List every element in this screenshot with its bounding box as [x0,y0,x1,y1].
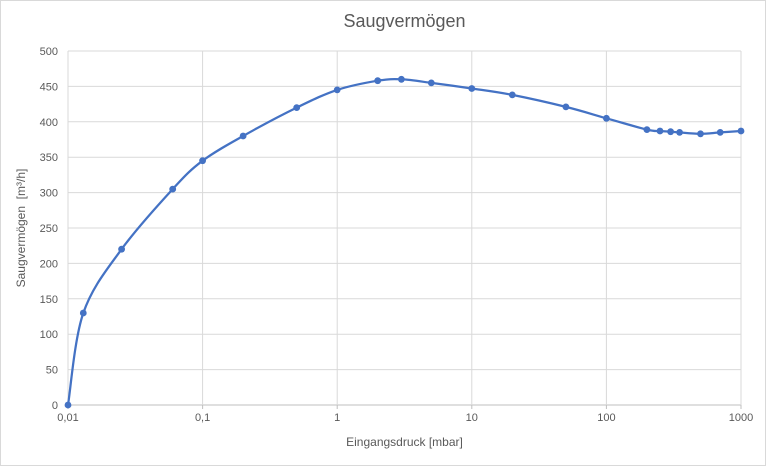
data-point-marker [697,130,704,138]
data-point-marker [468,85,476,92]
x-tick-label: 1000 [729,412,753,424]
data-point-marker [562,103,570,111]
data-point-marker [199,157,207,165]
x-tick-label: 100 [597,412,615,424]
y-tick-label: 200 [40,258,58,270]
data-point-marker [656,127,664,135]
data-point-marker [239,132,247,140]
y-tick-label: 450 [40,81,58,93]
data-point-marker [603,114,610,122]
data-point-marker [643,126,651,133]
data-point-marker [737,127,745,135]
y-tick-label: 250 [40,223,58,235]
chart-title: Saugvermögen [343,11,466,31]
data-point-marker [398,75,405,83]
y-tick-label: 400 [40,117,58,129]
data-point-marker [374,77,382,85]
data-point-marker [293,104,301,111]
data-point-marker [676,129,683,136]
y-tick-label: 500 [40,46,58,58]
data-point-marker [64,401,72,409]
y-tick-label: 100 [40,329,58,341]
series-line [66,78,743,407]
data-point-marker [169,185,177,193]
data-point-marker [667,128,674,136]
y-tick-label: 300 [40,188,58,200]
y-tick-label: 50 [46,365,58,377]
y-tick-label: 0 [52,400,58,412]
x-tick-label: 0,01 [57,412,78,424]
data-point-marker [716,129,724,136]
data-point-marker [427,79,435,87]
y-tick-label: 150 [40,294,58,306]
x-axis-title: Eingangsdruck [mbar] [346,435,463,449]
x-tick-label: 10 [466,412,478,424]
data-point-marker [79,309,87,317]
y-tick-label: 350 [40,152,58,164]
y-axis-title: Saugvermögen [m³/h] [14,168,28,288]
data-point-marker [508,91,516,99]
data-point-marker [118,245,125,253]
x-tick-label: 0,1 [195,412,210,424]
data-point-marker [333,86,341,94]
x-tick-label: 1 [334,412,340,424]
